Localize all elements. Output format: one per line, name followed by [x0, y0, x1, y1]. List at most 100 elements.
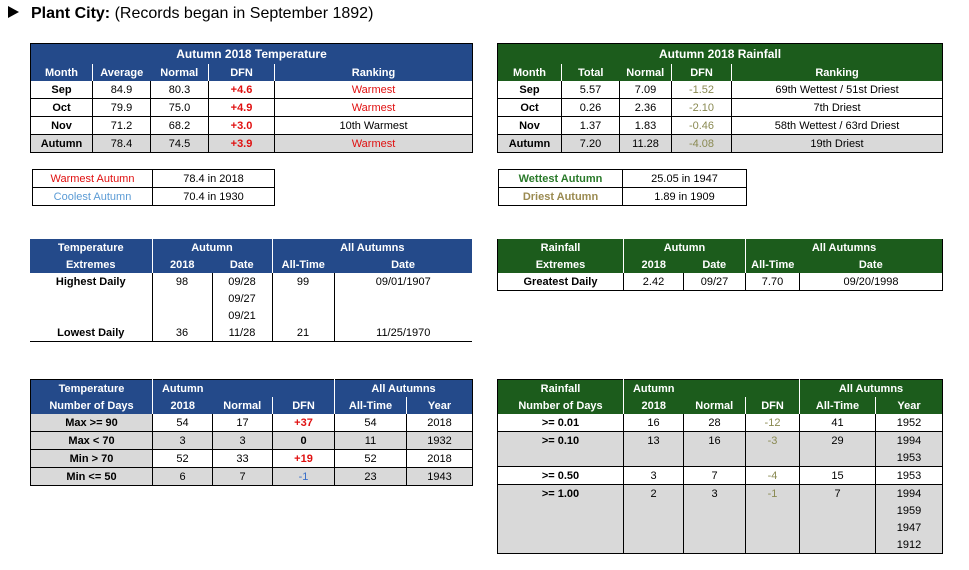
- table-cell: 2018: [406, 414, 473, 432]
- table-cell: 71.2: [92, 116, 151, 135]
- table-cell: All-Time: [799, 397, 876, 414]
- table-cell: 33: [212, 449, 273, 468]
- table-cell: Max < 70: [30, 431, 153, 450]
- table-row: Autumn 2018 Temperature: [30, 43, 473, 64]
- table-cell: 21: [271, 324, 335, 342]
- table-cell: 58th Wettest / 63rd Driest: [730, 116, 943, 135]
- table-cell: 23: [334, 467, 407, 486]
- table-cell: 2018: [406, 449, 473, 468]
- table-cell: 1.37: [561, 116, 620, 135]
- table-cell: All-Time: [271, 256, 335, 273]
- table-cell: +4.6: [208, 81, 275, 99]
- table-row: Greatest Daily 2.42 09/27 7.70 09/20/1998: [498, 273, 943, 291]
- rainfall-monthly-table: Autumn 2018 Rainfall Month Total Normal …: [497, 43, 944, 153]
- empty-cell: [151, 307, 212, 324]
- table-cell: 1994: [875, 484, 943, 502]
- table-cell: 2: [623, 484, 684, 502]
- empty-cell: [272, 379, 335, 397]
- table-cell: -2.10: [671, 98, 732, 117]
- table-row: Extremes 2018 Date All-Time Date: [497, 256, 943, 273]
- table-cell: Extremes: [30, 256, 152, 273]
- table-row: Max >= 90 54 17 +37 54 2018: [30, 414, 473, 432]
- table-cell: 13: [623, 431, 684, 449]
- table-row: >= 0.50 3 7 -4 15 1953: [497, 466, 943, 485]
- table-row: Highest Daily 98 09/28 99 09/01/1907: [30, 273, 473, 290]
- col-header: Total: [561, 64, 620, 81]
- table-cell: +3.9: [208, 134, 275, 153]
- table-cell: Wettest Autumn: [498, 169, 623, 188]
- table-cell: Rainfall: [497, 379, 624, 397]
- table-cell: -4.08: [671, 134, 732, 153]
- table-row: Extremes 2018 Date All-Time Date: [30, 256, 473, 273]
- table-row: Nov 71.2 68.2 +3.0 10th Warmest: [30, 116, 473, 135]
- table-row: Number of Days 2018 Normal DFN All-Time …: [30, 397, 473, 414]
- empty-cell: [30, 307, 152, 324]
- table-cell: Date: [799, 256, 943, 273]
- empty-cell: [683, 502, 746, 519]
- table-cell: 09/28: [211, 273, 273, 290]
- table-cell: 1959: [875, 502, 943, 519]
- table-cell: 52: [152, 449, 213, 468]
- table-cell: 52: [334, 449, 407, 468]
- table-cell: -3: [745, 431, 800, 449]
- table-cell: Number of Days: [497, 397, 624, 414]
- table-row: Oct 0.26 2.36 -2.10 7th Driest: [497, 98, 943, 117]
- table-cell: +37: [272, 414, 335, 432]
- table-row: Temperature Autumn All Autumns: [30, 379, 473, 397]
- table-cell: Oct: [497, 98, 562, 117]
- table-row: Driest Autumn 1.89 in 1909: [498, 187, 747, 206]
- table-cell: 99: [271, 273, 335, 290]
- table-row: Sep 84.9 80.3 +4.6 Warmest: [30, 81, 473, 99]
- empty-cell: [799, 502, 876, 519]
- temperature-days-table: Temperature Autumn All Autumns Number of…: [30, 379, 473, 486]
- empty-cell: [799, 519, 876, 536]
- table-cell: 7.20: [561, 134, 620, 153]
- empty-cell: [333, 290, 473, 307]
- table-cell: 5.57: [561, 81, 620, 99]
- table-cell: 1.89 in 1909: [622, 187, 747, 206]
- table-cell: Nov: [497, 116, 562, 135]
- table-cell: Nov: [30, 116, 93, 135]
- table-cell: Number of Days: [30, 397, 153, 414]
- table-row: Min > 70 52 33 +19 52 2018: [30, 449, 473, 468]
- table-cell: -12: [745, 414, 800, 432]
- table-row: 09/21: [30, 307, 473, 324]
- table-cell: 1912: [875, 536, 943, 554]
- table-cell: >= 0.50: [497, 466, 624, 485]
- table-cell: Temperature: [30, 379, 153, 397]
- table-cell: Date: [683, 256, 746, 273]
- table-cell: -4: [745, 466, 800, 485]
- rainfall-records-box: Wettest Autumn 25.05 in 1947 Driest Autum…: [498, 169, 747, 206]
- table-cell: Coolest Autumn: [32, 187, 153, 206]
- table-cell: -1.52: [671, 81, 732, 99]
- table-cell: Autumn: [152, 379, 213, 397]
- table-row: Lowest Daily 36 11/28 21 11/25/1970: [30, 324, 473, 342]
- table-cell: Year: [406, 397, 473, 414]
- table-cell: 09/20/1998: [799, 273, 943, 291]
- table-cell: 09/01/1907: [333, 273, 473, 290]
- empty-cell: [271, 290, 335, 307]
- table-cell: 79.9: [92, 98, 151, 117]
- table-cell: 11/25/1970: [333, 324, 473, 342]
- table-cell: Autumn: [497, 134, 562, 153]
- table-row: Month Total Normal DFN Ranking: [497, 64, 943, 81]
- table-cell: 1932: [406, 431, 473, 450]
- table-row: Sep 5.57 7.09 -1.52 69th Wettest / 51st Dri…: [497, 81, 943, 99]
- table-row: Min <= 50 6 7 -1 23 1943: [30, 467, 473, 486]
- rainfall-table-title: Autumn 2018 Rainfall: [497, 43, 943, 64]
- table-cell: All Autumns: [799, 379, 943, 397]
- table-cell: +3.0: [208, 116, 275, 135]
- table-row: Max < 70 3 3 0 11 1932: [30, 431, 473, 450]
- table-cell: 2018: [151, 256, 212, 273]
- empty-cell: [623, 536, 684, 554]
- table-row: Oct 79.9 75.0 +4.9 Warmest: [30, 98, 473, 117]
- empty-cell: [745, 519, 800, 536]
- table-row: 1959: [497, 502, 943, 519]
- table-cell: 6: [152, 467, 213, 486]
- table-cell: 75.0: [150, 98, 209, 117]
- col-header: Average: [92, 64, 151, 81]
- table-cell: 29: [799, 431, 876, 449]
- table-cell: 09/27: [211, 290, 273, 307]
- table-cell: Min > 70: [30, 449, 153, 468]
- table-cell: Date: [334, 256, 473, 273]
